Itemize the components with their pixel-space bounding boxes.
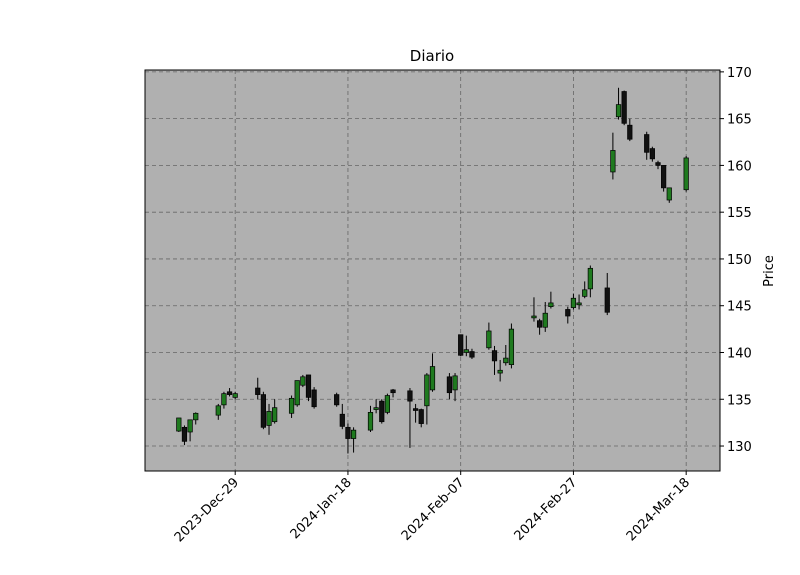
y-tick-label: 155 bbox=[727, 206, 752, 221]
candle-body bbox=[446, 376, 453, 394]
candle-body bbox=[570, 297, 577, 308]
x-tick-label: 2024-Mar-18 bbox=[624, 475, 693, 544]
candle-body bbox=[424, 374, 430, 407]
y-tick-label: 165 bbox=[727, 113, 752, 128]
candle-body bbox=[576, 302, 582, 306]
candle-body bbox=[193, 412, 199, 421]
candle-body bbox=[255, 387, 261, 395]
x-tick-label: 2024-Jan-18 bbox=[288, 475, 355, 542]
candle-body bbox=[176, 417, 182, 432]
candle-body bbox=[503, 357, 509, 364]
candle-body bbox=[463, 349, 469, 353]
plot-area bbox=[145, 70, 720, 471]
candle-body bbox=[226, 391, 233, 395]
x-tick-label: 2024-Feb-27 bbox=[512, 475, 581, 544]
candle-body bbox=[294, 380, 300, 406]
candle-body bbox=[610, 150, 616, 173]
candle-body bbox=[300, 376, 306, 386]
candle-body bbox=[232, 393, 238, 398]
y-axis-label: Price bbox=[762, 255, 777, 287]
x-tick-label: 2024-Feb-07 bbox=[399, 475, 468, 544]
candle-body bbox=[582, 289, 588, 297]
candle-body bbox=[305, 374, 312, 398]
candle-body bbox=[491, 350, 498, 362]
candle-body bbox=[390, 389, 396, 394]
candle-body bbox=[542, 312, 548, 328]
candle-body bbox=[429, 366, 436, 391]
candle-body bbox=[548, 302, 554, 308]
candle-body bbox=[288, 397, 295, 414]
candle-body bbox=[458, 334, 464, 356]
candle-body bbox=[508, 328, 515, 365]
y-tick-label: 170 bbox=[727, 66, 752, 81]
candle-body bbox=[649, 148, 655, 160]
candle-body bbox=[587, 267, 593, 290]
candle-body bbox=[187, 419, 193, 433]
candle-body bbox=[661, 165, 667, 189]
y-tick-label: 150 bbox=[727, 253, 752, 268]
candle-body bbox=[683, 157, 689, 191]
y-tick-label: 145 bbox=[727, 300, 752, 315]
candle-body bbox=[407, 390, 413, 402]
candle-body bbox=[452, 375, 458, 391]
chart-title: Diario bbox=[410, 47, 454, 65]
candle-body bbox=[418, 409, 424, 424]
candle-body bbox=[615, 104, 622, 118]
candle-body bbox=[565, 309, 571, 317]
candle-body bbox=[221, 393, 227, 406]
candle-body bbox=[531, 315, 537, 319]
candle-body bbox=[384, 395, 391, 413]
candle-body bbox=[260, 394, 266, 428]
candle-body bbox=[266, 411, 272, 426]
candle-body bbox=[604, 287, 610, 313]
candle-body bbox=[627, 124, 633, 140]
y-tick-label: 135 bbox=[727, 393, 752, 408]
candle-body bbox=[373, 407, 379, 410]
candle-body bbox=[367, 412, 374, 431]
candle-body bbox=[379, 400, 385, 423]
x-tick-label: 2023-Dec-29 bbox=[172, 475, 242, 545]
candle-body bbox=[497, 369, 503, 374]
plot-frame bbox=[144, 69, 721, 472]
y-tick-label: 130 bbox=[727, 440, 752, 455]
candle-body bbox=[350, 429, 357, 439]
candle-body bbox=[311, 389, 317, 408]
candle-body bbox=[469, 351, 475, 358]
candle-body bbox=[334, 394, 340, 406]
candle-body bbox=[272, 407, 278, 423]
candle-body bbox=[621, 91, 627, 124]
candle-body bbox=[666, 187, 672, 201]
y-tick-label: 140 bbox=[727, 346, 752, 361]
candle-body bbox=[412, 408, 419, 411]
candle-body bbox=[486, 330, 492, 349]
candle-body bbox=[181, 426, 188, 442]
y-tick-label: 160 bbox=[727, 159, 752, 174]
candle-body bbox=[644, 134, 650, 153]
candle-body bbox=[339, 413, 345, 427]
candle-body bbox=[655, 162, 661, 166]
candle-body bbox=[215, 405, 221, 416]
candle-body bbox=[537, 320, 543, 328]
candle-body bbox=[345, 426, 351, 439]
